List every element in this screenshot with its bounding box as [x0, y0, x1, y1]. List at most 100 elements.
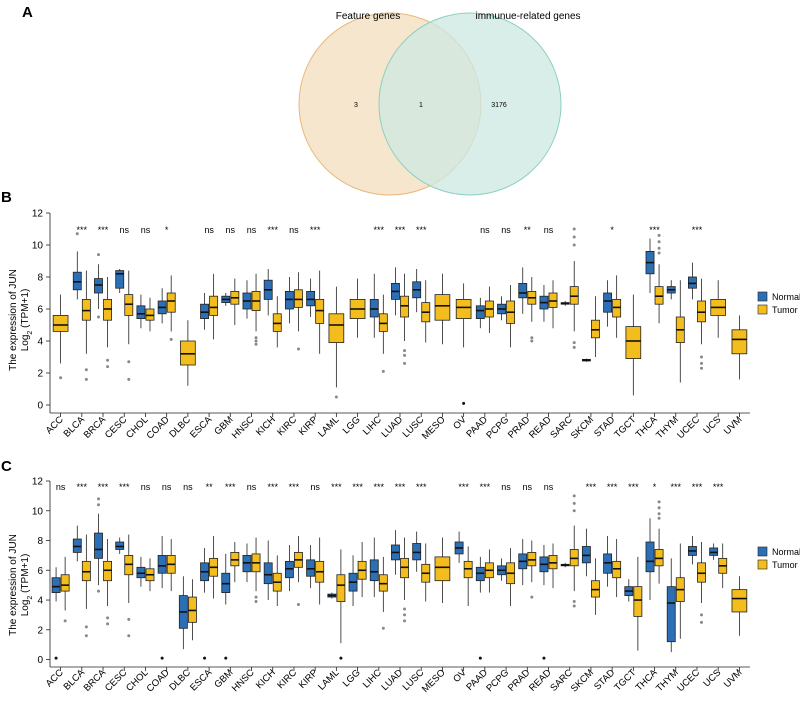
box-thym-normal [666, 558, 676, 653]
box-body [115, 270, 125, 289]
x-tick-label: UCS [701, 414, 723, 436]
box-outlier-point [106, 365, 110, 369]
significance-label: *** [416, 225, 427, 235]
box-outlier-point [478, 656, 482, 660]
box-pcpg-normal [497, 296, 506, 321]
x-tick-label: CESC [103, 667, 130, 694]
box-thym-normal [666, 280, 676, 300]
box-outlier-point [542, 656, 546, 660]
significance-label: *** [374, 482, 385, 492]
x-tick-label: CESC [103, 414, 130, 441]
significance-label: ns [247, 225, 257, 235]
box-outlier-point [403, 619, 407, 623]
y-tick-label: 10 [32, 506, 44, 517]
box-lgg-tumor [357, 542, 367, 598]
y-tick-label: 2 [37, 369, 43, 380]
box-prad-normal [518, 539, 528, 586]
significance-label: *** [331, 482, 342, 492]
box-pcpg-tumor [506, 547, 516, 606]
significance-label: *** [77, 482, 88, 492]
box-luad-tumor [400, 273, 409, 365]
box-lusc-normal [412, 531, 422, 572]
box-thca-normal [645, 518, 655, 601]
box-body [284, 290, 294, 310]
box-body [625, 326, 642, 360]
box-read-tumor [548, 280, 558, 329]
box-outlier-point [657, 251, 661, 255]
box-body [94, 532, 103, 559]
significance-label: *** [628, 482, 639, 492]
box-chol-normal [136, 294, 146, 329]
box-outlier-point [657, 512, 661, 516]
box-outlier-point [572, 227, 576, 231]
x-tick-label: COAD [145, 414, 172, 441]
box-body [434, 294, 451, 321]
x-tick-label: READ [527, 667, 554, 694]
box-acc-tumor [52, 294, 69, 380]
box-outlier-point [530, 336, 534, 340]
box-prad-tumor [527, 277, 537, 343]
box-body [731, 589, 748, 613]
box-ucs-tumor [710, 280, 727, 338]
venn-right-count: 3176 [491, 102, 507, 109]
y-tick-label: 12 [32, 477, 44, 488]
boxplot-panel-b: B The expression of JUN Log2 (TPM+1) 0 2 4… [1, 189, 750, 442]
venn-right-circle [378, 12, 562, 196]
significance-label: ns [183, 482, 193, 492]
box-ucec-normal [688, 262, 697, 300]
box-kirp-normal [306, 544, 316, 589]
box-sarc-normal [560, 301, 570, 306]
box-outlier-point [97, 503, 100, 507]
box-luad-normal [391, 267, 400, 316]
box-outlier-point [572, 600, 576, 604]
x-tick-label: READ [527, 414, 554, 441]
x-tick-label: KIRP [297, 667, 320, 690]
panel-label-c: C [1, 458, 12, 475]
box-outlier-point [296, 603, 300, 607]
box-uvm-tumor [731, 576, 748, 636]
y-tick-label: 12 [32, 209, 44, 220]
box-outlier-point [84, 377, 88, 381]
box-outlier-point [75, 232, 79, 236]
y-tick-label: 2 [37, 625, 43, 636]
x-tick-label: PCPG [484, 414, 511, 441]
significance-label: *** [98, 482, 109, 492]
box-laml-tumor [328, 286, 345, 399]
significance-label: *** [352, 482, 363, 492]
box-body [166, 292, 176, 313]
box-laml-tumor [336, 549, 346, 660]
significance-label: ns [544, 225, 554, 235]
box-meso-tumor [434, 273, 451, 345]
x-tick-label: LAML [316, 667, 341, 692]
box-outlier-point [403, 349, 407, 353]
box-body [697, 300, 706, 323]
y-tick-label: 8 [37, 536, 43, 547]
box-esca-tumor [209, 536, 219, 599]
significance-label: *** [267, 225, 278, 235]
venn-diagram: A Feature genes immunue-related genes 3 … [22, 4, 581, 196]
x-tick-label: HNSC [230, 414, 257, 441]
box-ucec-normal [688, 536, 697, 565]
significance-label: *** [607, 482, 618, 492]
box-body [81, 298, 91, 321]
x-tick-label: BRCA [82, 667, 109, 694]
box-outlier-point [657, 233, 661, 237]
box-outlier-point [106, 622, 110, 626]
significance-label: *** [119, 482, 130, 492]
x-tick-label: UCEC [675, 414, 702, 441]
box-outlier-point [572, 243, 576, 247]
x-tick-label: UVM [722, 667, 745, 690]
box-read-normal [539, 285, 549, 322]
box-ov-normal [454, 531, 464, 563]
box-dlbc-tumor [180, 320, 196, 386]
box-body [569, 286, 579, 305]
significance-label: *** [458, 482, 469, 492]
box-outlier-point [127, 377, 131, 381]
x-tick-label: KIRC [275, 414, 299, 438]
box-outlier-point [700, 355, 703, 359]
box-outlier-point [254, 595, 258, 599]
box-outlier-point [572, 509, 576, 513]
box-paad-tumor [484, 549, 494, 593]
box-acc-tumor [60, 556, 70, 623]
venn-left-count: 3 [354, 102, 358, 109]
